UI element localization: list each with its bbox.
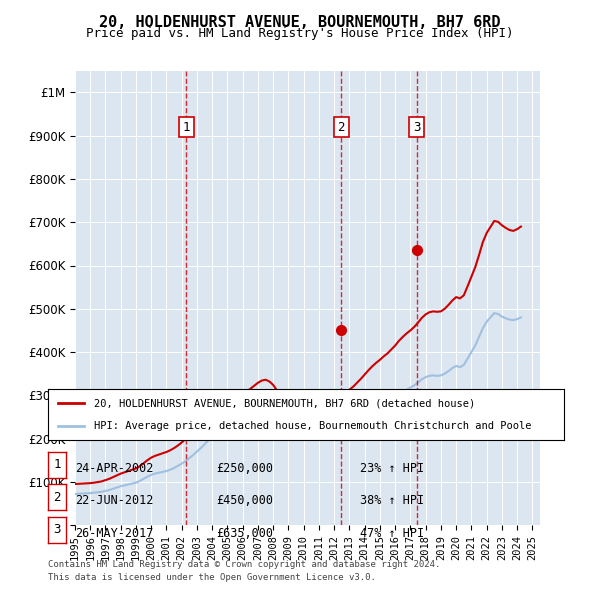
Text: Contains HM Land Registry data © Crown copyright and database right 2024.: Contains HM Land Registry data © Crown c… bbox=[48, 560, 440, 569]
Text: 38% ↑ HPI: 38% ↑ HPI bbox=[360, 494, 424, 507]
Text: 26-MAY-2017: 26-MAY-2017 bbox=[75, 526, 154, 540]
Text: 23% ↑ HPI: 23% ↑ HPI bbox=[360, 461, 424, 475]
Text: 22-JUN-2012: 22-JUN-2012 bbox=[75, 494, 154, 507]
Text: 1: 1 bbox=[182, 120, 190, 133]
Text: 3: 3 bbox=[413, 120, 420, 133]
Text: £635,000: £635,000 bbox=[216, 526, 273, 540]
Text: Price paid vs. HM Land Registry's House Price Index (HPI): Price paid vs. HM Land Registry's House … bbox=[86, 27, 514, 40]
Text: 1: 1 bbox=[53, 458, 61, 471]
Text: 20, HOLDENHURST AVENUE, BOURNEMOUTH, BH7 6RD: 20, HOLDENHURST AVENUE, BOURNEMOUTH, BH7… bbox=[99, 15, 501, 30]
Text: 2: 2 bbox=[338, 120, 345, 133]
Text: 3: 3 bbox=[53, 523, 61, 536]
Text: 20, HOLDENHURST AVENUE, BOURNEMOUTH, BH7 6RD (detached house): 20, HOLDENHURST AVENUE, BOURNEMOUTH, BH7… bbox=[94, 398, 476, 408]
Text: 24-APR-2002: 24-APR-2002 bbox=[75, 461, 154, 475]
Text: 47% ↑ HPI: 47% ↑ HPI bbox=[360, 526, 424, 540]
Text: £250,000: £250,000 bbox=[216, 461, 273, 475]
Text: £450,000: £450,000 bbox=[216, 494, 273, 507]
Text: 2: 2 bbox=[53, 491, 61, 504]
Text: HPI: Average price, detached house, Bournemouth Christchurch and Poole: HPI: Average price, detached house, Bour… bbox=[94, 421, 532, 431]
Text: This data is licensed under the Open Government Licence v3.0.: This data is licensed under the Open Gov… bbox=[48, 573, 376, 582]
